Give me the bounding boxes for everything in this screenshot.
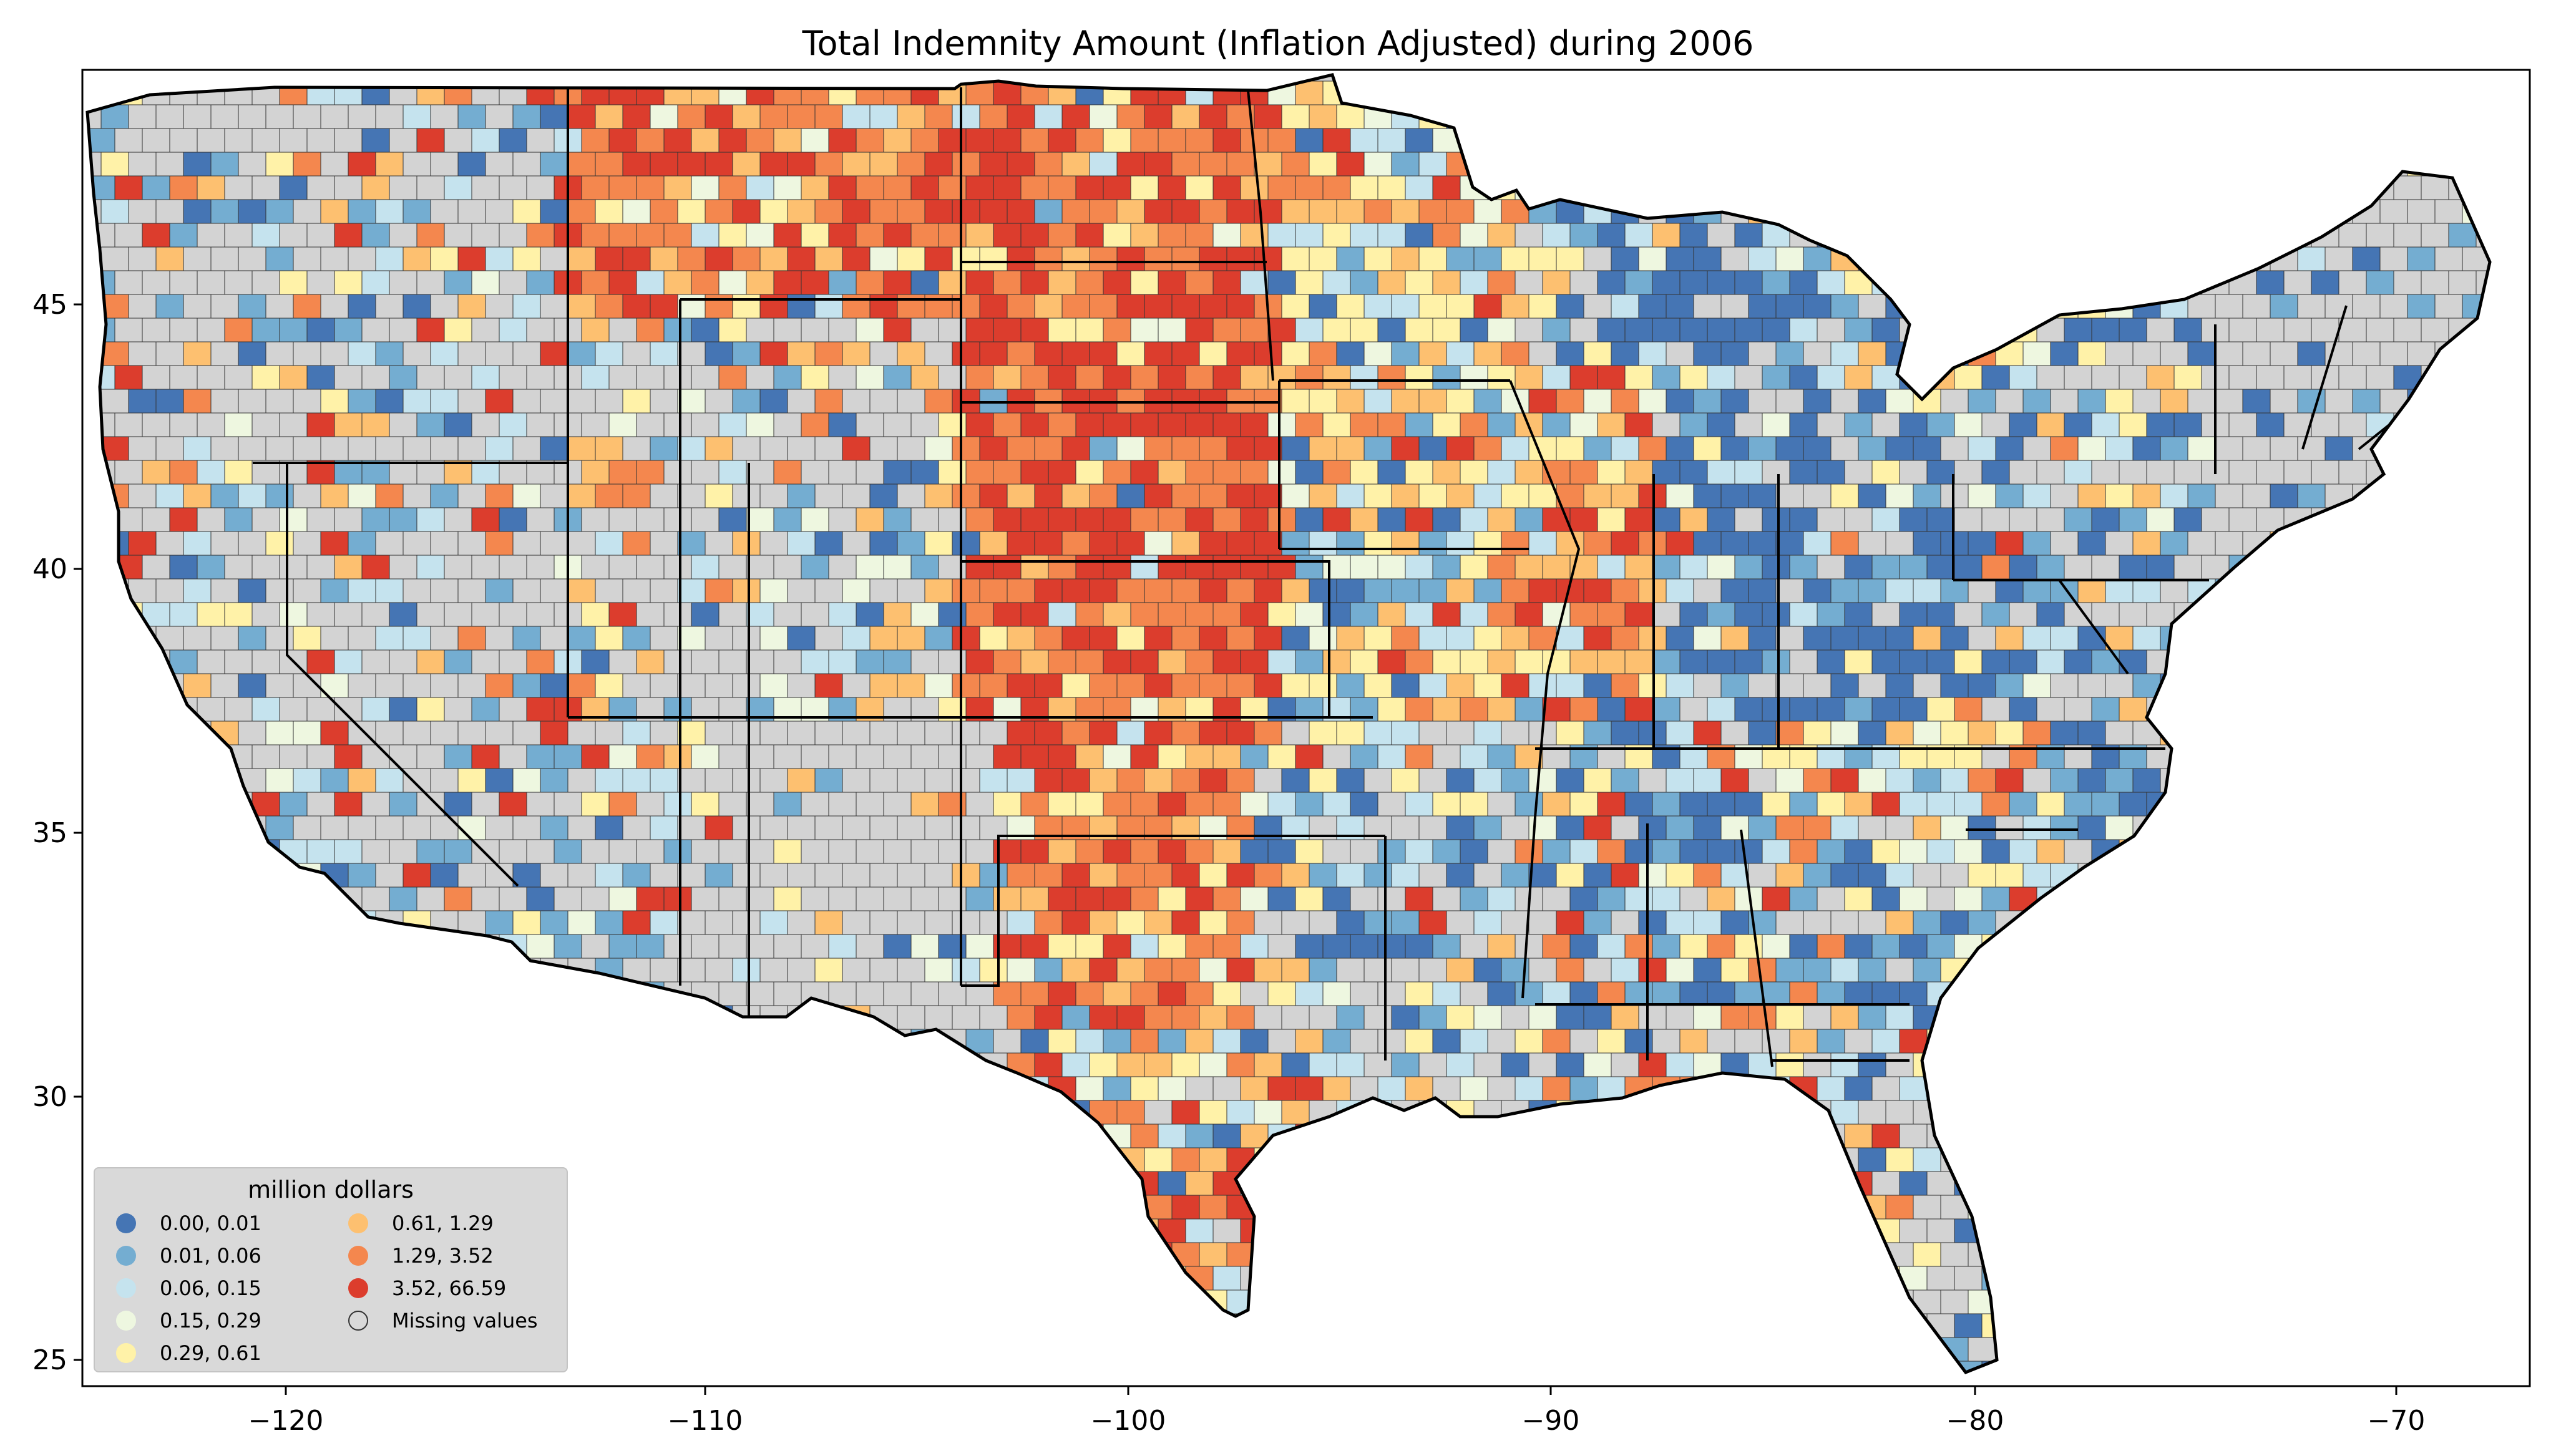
legend-item: 0.61, 1.29 [348,1208,494,1238]
legend-label: 0.00, 0.01 [160,1211,261,1235]
legend-marker-icon [116,1278,136,1298]
legend-label: 0.06, 0.15 [160,1276,261,1300]
x-tick-label: −80 [1946,1405,2004,1437]
legend-item: 1.29, 3.52 [348,1241,494,1271]
legend-item: 3.52, 66.59 [348,1273,506,1303]
legend-marker-icon [116,1343,136,1363]
legend-marker-icon [348,1213,368,1233]
legend-marker-icon [348,1311,368,1331]
legend-label: Missing values [392,1309,538,1332]
y-tick-label: 25 [32,1344,67,1376]
legend-marker-icon [116,1213,136,1233]
x-tick-label: −110 [668,1405,743,1437]
legend-label: 0.01, 0.06 [160,1244,261,1268]
legend-label: 0.61, 1.29 [392,1211,494,1235]
legend-item: 0.06, 0.15 [116,1273,261,1303]
y-axis: 25 30 35 40 45 [32,289,82,1376]
y-tick-label: 30 [32,1081,67,1113]
legend: million dollars 0.00, 0.01 0.01, 0.06 0.06… [94,1167,568,1372]
legend-marker-icon [116,1246,136,1266]
x-tick-label: −100 [1091,1405,1166,1437]
legend-label: 0.29, 0.61 [160,1341,261,1365]
legend-title: million dollars [248,1176,414,1203]
x-tick-label: −90 [1522,1405,1580,1437]
legend-marker-icon [348,1278,368,1298]
axes-frame [81,69,2531,1387]
legend-item: 0.29, 0.61 [116,1338,261,1368]
x-tick-label: −70 [2368,1405,2426,1437]
legend-label: 3.52, 66.59 [392,1276,507,1300]
map-title: Total Indemnity Amount (Inflation Adjust… [802,24,1754,63]
legend-marker-icon [116,1311,136,1331]
legend-label: 0.15, 0.29 [160,1309,261,1332]
y-tick-label: 35 [32,817,67,849]
y-tick-label: 45 [32,289,67,321]
legend-marker-icon [348,1246,368,1266]
legend-item: 0.01, 0.06 [116,1241,261,1271]
legend-item: 0.15, 0.29 [116,1306,261,1336]
x-axis: −120 −110 −100 −90 −80 −70 [248,1386,2426,1437]
legend-item: 0.00, 0.01 [116,1208,261,1238]
legend-label: 1.29, 3.52 [392,1244,494,1268]
y-tick-label: 40 [32,553,67,585]
legend-item-missing: Missing values [348,1306,538,1336]
x-tick-label: −120 [248,1405,324,1437]
